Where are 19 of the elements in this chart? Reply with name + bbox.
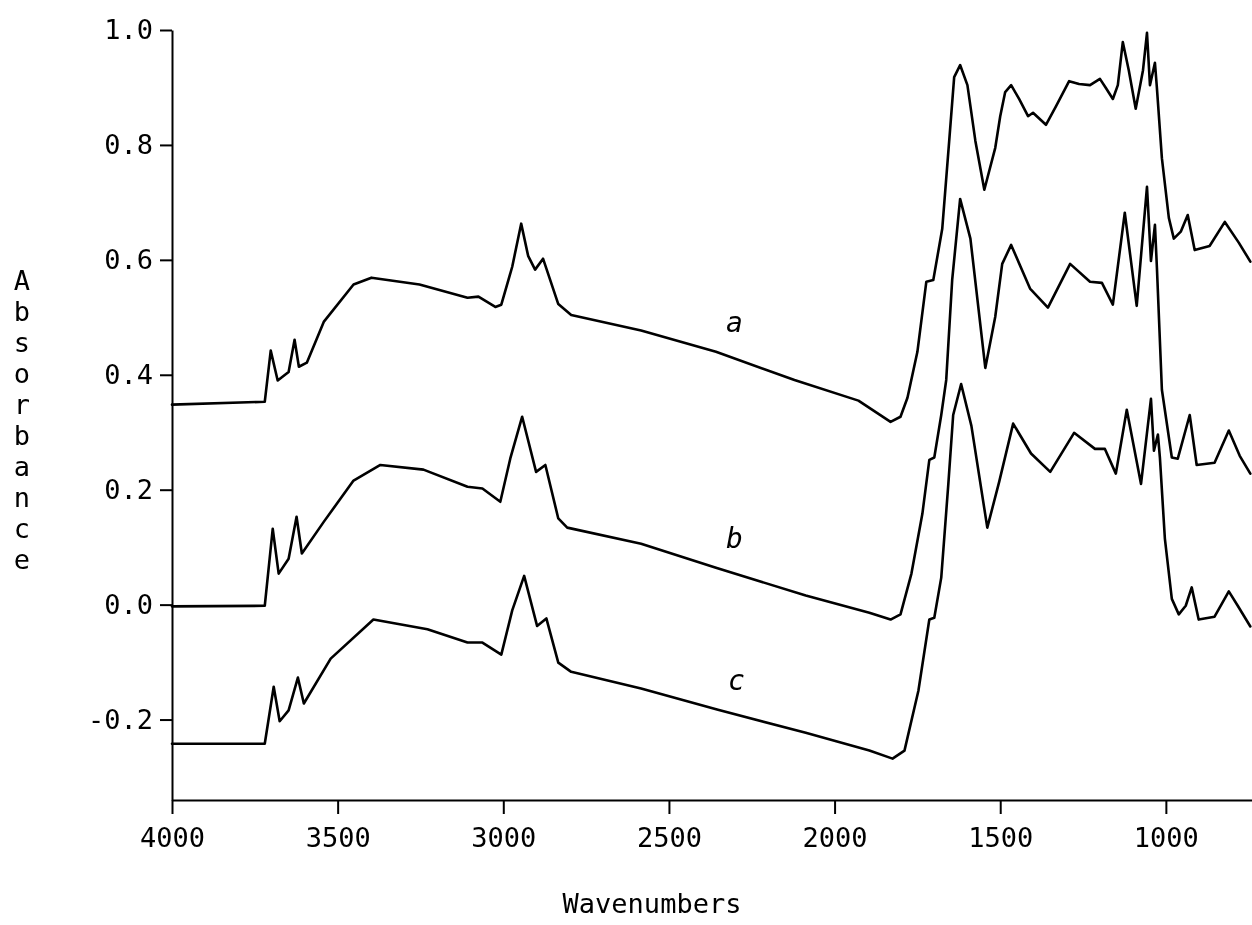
y-tick-label: -0.2: [87, 703, 153, 735]
x-tick-label: 3500: [305, 821, 371, 853]
series-label: b: [725, 521, 743, 555]
x-tick-label: 3000: [471, 821, 537, 853]
x-tick-label: 2000: [802, 821, 868, 853]
x-tick-label: 1500: [968, 821, 1034, 853]
x-axis-title: Wavenumbers: [562, 888, 742, 919]
y-tick-label: 0.2: [104, 473, 153, 505]
y-tick-label: 0.6: [104, 243, 153, 275]
y-tick-label: 0.0: [104, 588, 153, 620]
x-tick-label: 1000: [1133, 821, 1199, 853]
y-tick-label: 0.4: [104, 358, 153, 390]
x-tick-label: 4000: [139, 821, 206, 853]
y-tick-label: 0.8: [104, 129, 153, 161]
x-tick-label: 2500: [636, 821, 702, 853]
y-tick-label: 1.0: [104, 14, 153, 46]
y-axis-title: Absorbance: [6, 265, 38, 575]
series-label: a: [725, 305, 743, 339]
series-label: c: [727, 663, 745, 697]
